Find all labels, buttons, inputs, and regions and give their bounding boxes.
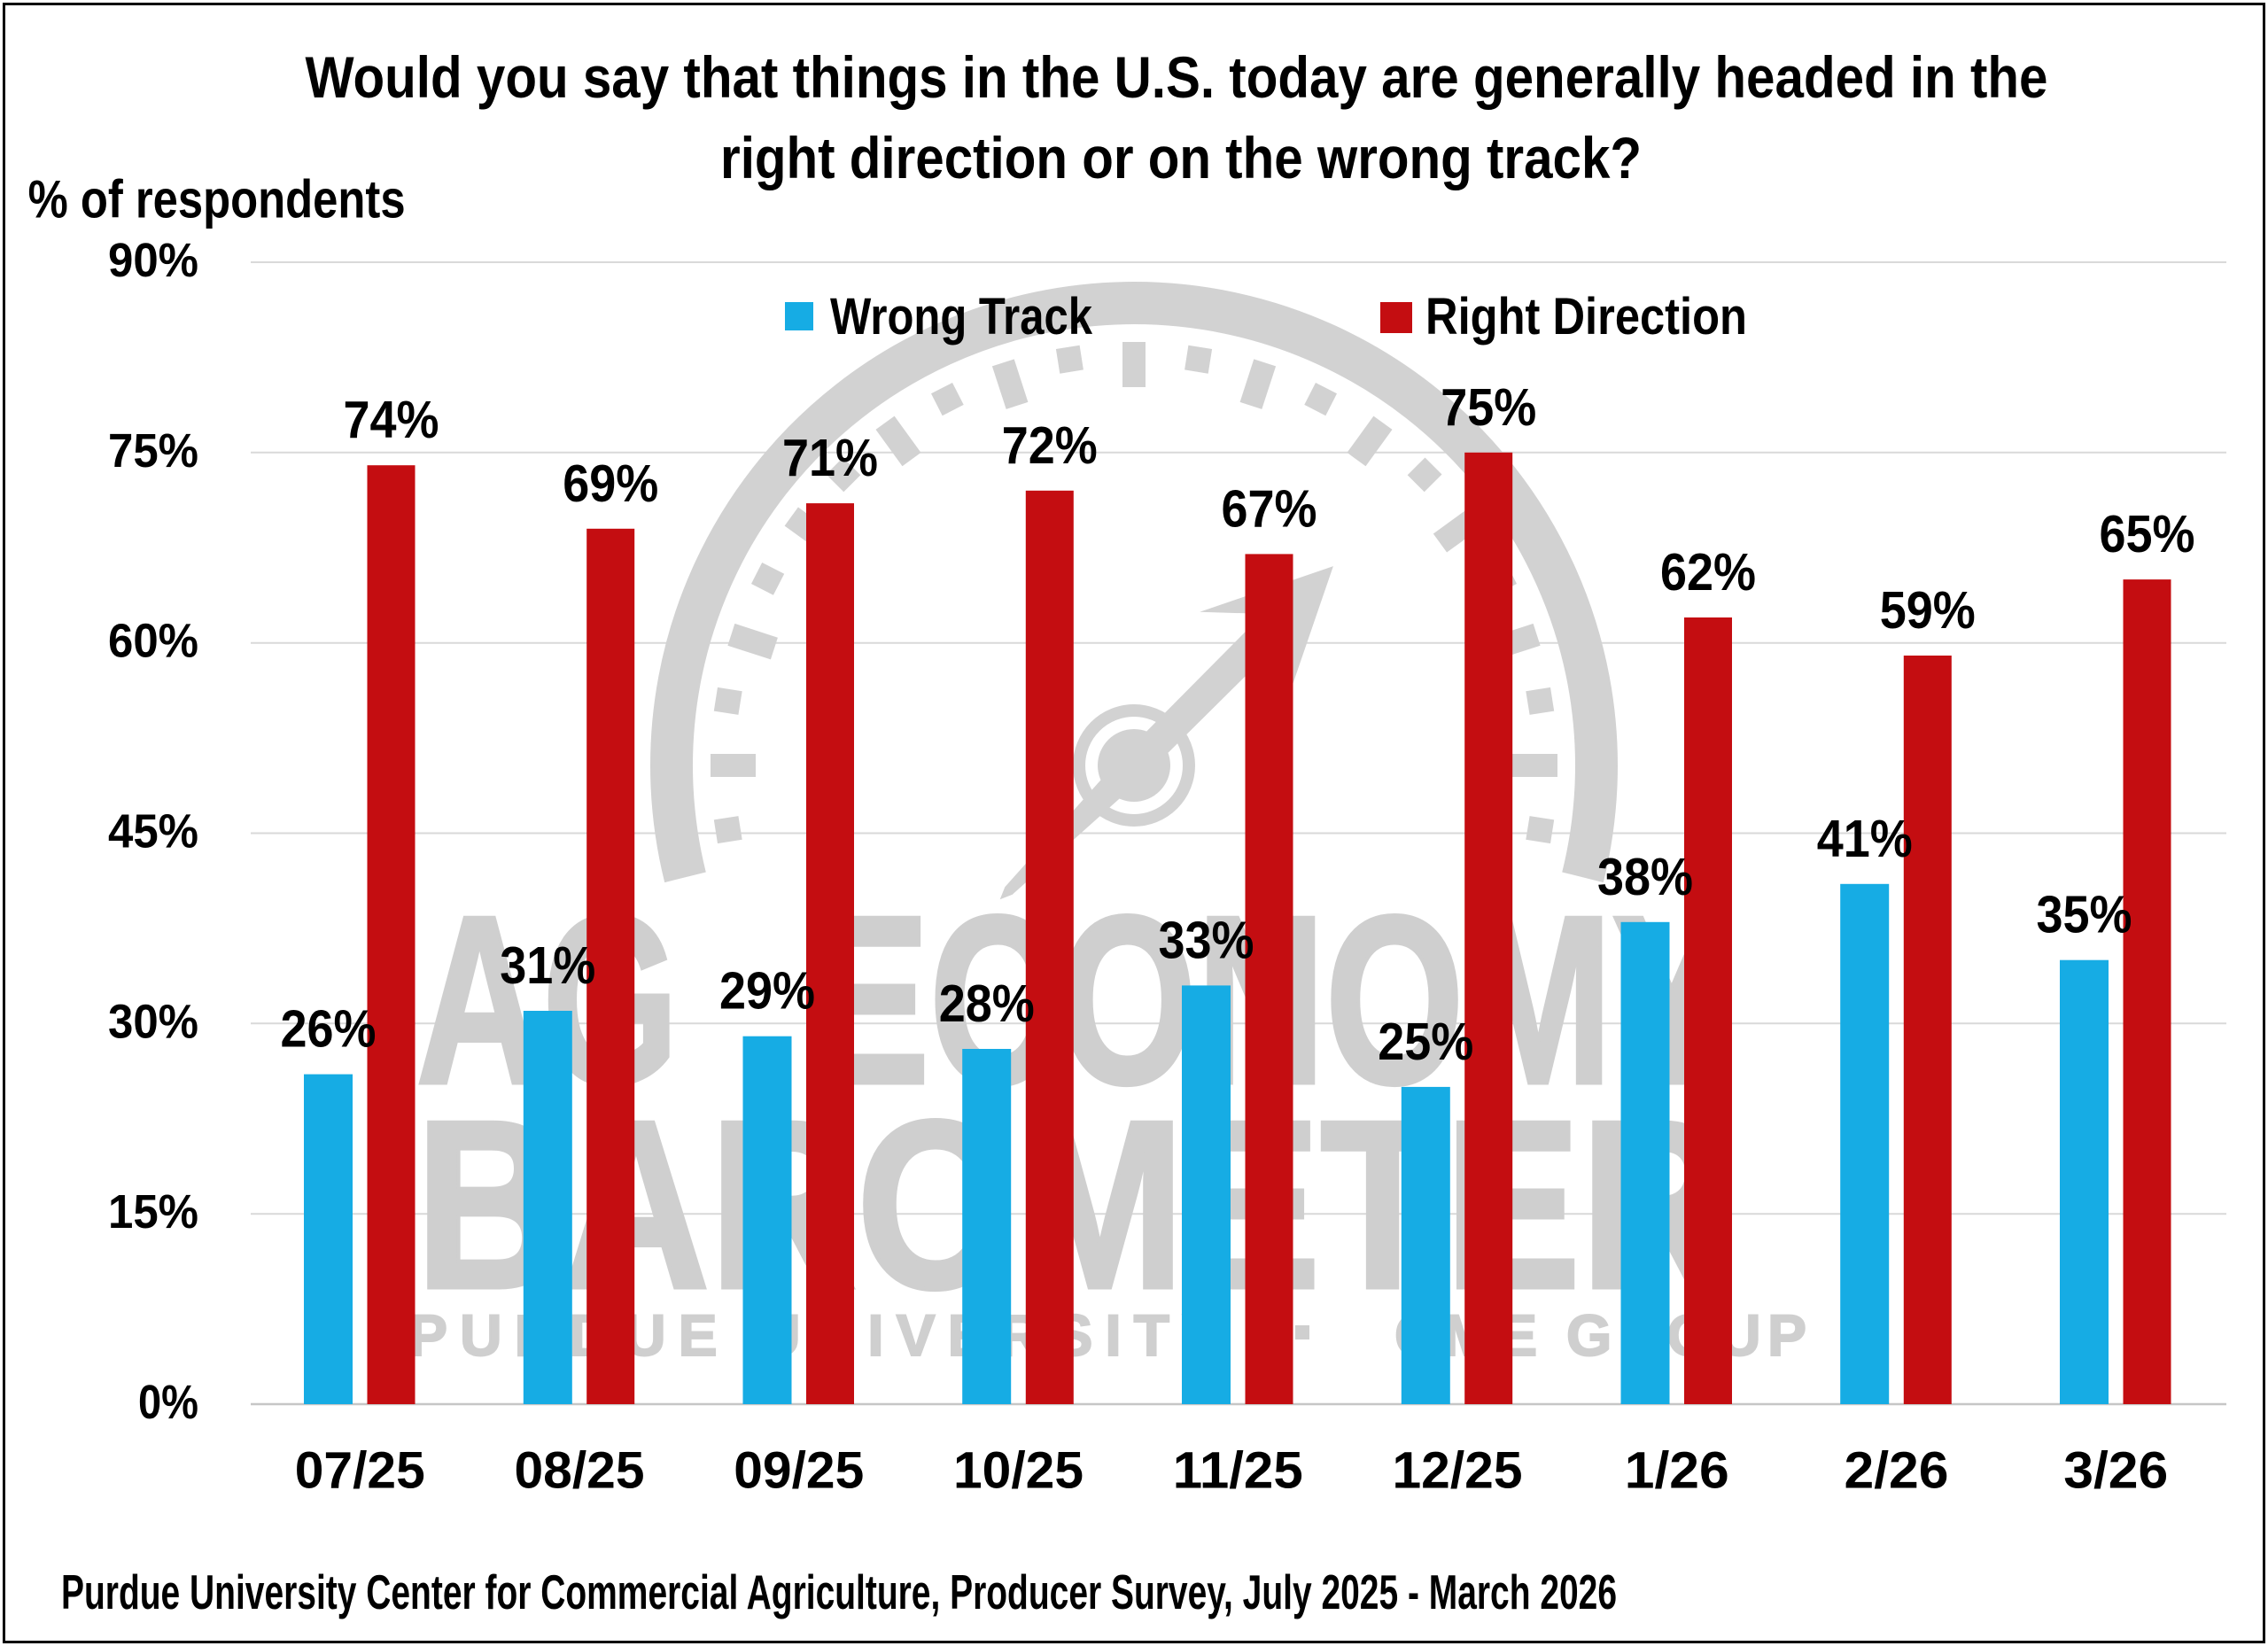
svg-text:15%: 15% <box>108 1185 198 1238</box>
svg-text:AG: AG <box>416 867 679 1134</box>
svg-text:33%: 33% <box>1159 911 1254 969</box>
svg-text:67%: 67% <box>1222 479 1317 538</box>
svg-text:90%: 90% <box>108 234 198 287</box>
svg-text:12/25: 12/25 <box>1393 1442 1523 1500</box>
svg-text:28%: 28% <box>939 974 1035 1033</box>
svg-text:3/26: 3/26 <box>2063 1442 2168 1500</box>
svg-text:08/25: 08/25 <box>515 1442 645 1500</box>
svg-text:CME GROUP: CME GROUP <box>1394 1302 1806 1368</box>
svg-text:75%: 75% <box>108 424 198 477</box>
svg-text:69%: 69% <box>563 454 658 513</box>
svg-text:26%: 26% <box>281 1000 377 1059</box>
svg-text:Would you say that things in t: Would you say that things in the U.S. to… <box>306 44 2048 110</box>
svg-text:29%: 29% <box>719 962 815 1021</box>
svg-text:07/25: 07/25 <box>295 1442 425 1500</box>
svg-text:Purdue University Center for C: Purdue University Center for Commercial … <box>61 1564 1617 1619</box>
svg-text:% of respondents: % of respondents <box>28 170 406 229</box>
svg-text:Wrong Track: Wrong Track <box>830 288 1093 346</box>
svg-text:right direction or on the wron: right direction or on the wrong track? <box>720 125 1642 190</box>
svg-text:30%: 30% <box>108 995 198 1048</box>
svg-text:59%: 59% <box>1880 581 1976 640</box>
svg-text:2/26: 2/26 <box>1845 1442 1949 1500</box>
svg-text:45%: 45% <box>108 805 198 858</box>
svg-text:Right Direction: Right Direction <box>1425 288 1747 346</box>
svg-text:11/25: 11/25 <box>1173 1442 1303 1500</box>
svg-text:41%: 41% <box>1817 810 1913 868</box>
svg-text:10/25: 10/25 <box>953 1442 1084 1500</box>
svg-text:31%: 31% <box>500 936 595 995</box>
svg-text:74%: 74% <box>344 391 439 449</box>
svg-text:0%: 0% <box>138 1376 198 1429</box>
svg-text:09/25: 09/25 <box>734 1442 864 1500</box>
svg-text:72%: 72% <box>1002 416 1098 475</box>
svg-text:62%: 62% <box>1660 543 1756 602</box>
svg-text:75%: 75% <box>1441 378 1536 437</box>
svg-text:65%: 65% <box>2100 505 2195 563</box>
svg-text:1/26: 1/26 <box>1625 1442 1729 1500</box>
svg-text:38%: 38% <box>1597 848 1693 906</box>
svg-text:25%: 25% <box>1378 1013 1473 1071</box>
svg-text:71%: 71% <box>782 429 878 487</box>
svg-text:60%: 60% <box>108 615 198 668</box>
svg-text:35%: 35% <box>2037 886 2132 944</box>
